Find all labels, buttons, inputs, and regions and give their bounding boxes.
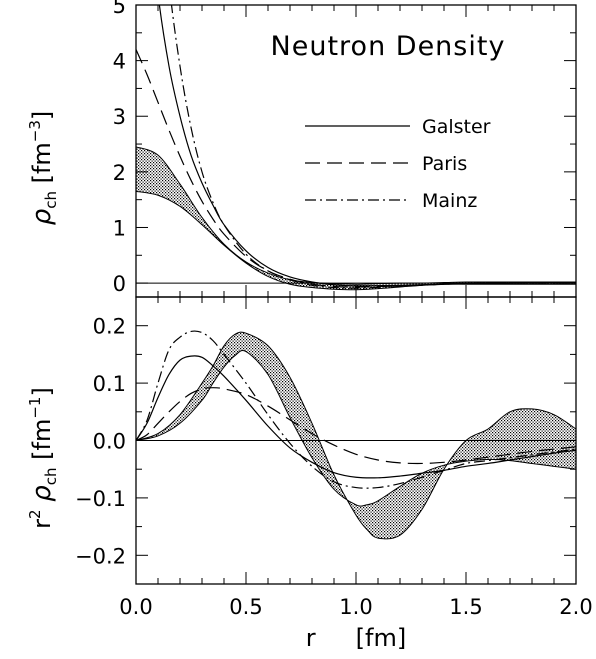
chart-title: Neutron Density [271,31,506,62]
bottom-y-tick-label: 0.0 [93,430,126,454]
top-panel: 0 1 2 3 4 5 Neutron Density Galster Paris Mainz… [26,0,577,298]
bottom-x-tick-label: 1.5 [449,595,482,619]
top-uncertainty-band [136,146,576,291]
bottom-y-tick-label: 0.2 [93,315,126,339]
bottom-x-tick-label: 2.0 [559,595,592,619]
top-y-tick-label: 3 [113,105,126,129]
top-line-paris [136,49,576,288]
bottom-uncertainty-band [136,331,576,540]
bottom-y-tick-label: 0.1 [93,372,126,396]
top-y-tick-label: 5 [113,0,126,18]
bot-ylabel-text: r2 ρch [fm−1] [26,387,60,529]
bottom-panel: −0.2 −0.1 0.0 0.1 0.2 0.0 0.5 1.0 1.5 2.0 r2 ρch … [26,296,593,652]
bottom-line-mainz [136,330,576,489]
top-y-tick-label: 4 [113,50,126,74]
bottom-y-axis-label: r2 ρch [fm−1] [26,387,60,529]
top-y-axis-label: ρch [fm−3] [26,111,60,226]
bottom-line-paris [136,387,576,465]
legend: Galster Paris Mainz [305,116,491,212]
top-y-tick-label: 0 [113,272,126,296]
top-band-area [136,146,576,291]
bottom-x-tick-label: 0.5 [229,595,262,619]
bottom-y-tick-label: −0.2 [75,544,126,568]
legend-label-galster: Galster [422,116,491,138]
top-y-tick-label: 1 [113,216,126,240]
legend-label-mainz: Mainz [422,190,477,212]
legend-label-paris: Paris [422,153,467,175]
bottom-line-galster [136,355,576,479]
bottom-y-tick-label: −0.1 [75,487,126,511]
top-ylabel-text: ρch [fm−3] [26,111,60,226]
bottom-x-tick-label: 0.0 [119,595,152,619]
bottom-x-tick-label: 1.0 [339,595,372,619]
x-axis-label: r [fm] [306,624,406,652]
x-axis-label-text: r [fm] [306,624,406,652]
top-y-tick-label: 2 [113,161,126,185]
bottom-band-area [136,331,576,540]
top-line-mainz [170,5,576,289]
